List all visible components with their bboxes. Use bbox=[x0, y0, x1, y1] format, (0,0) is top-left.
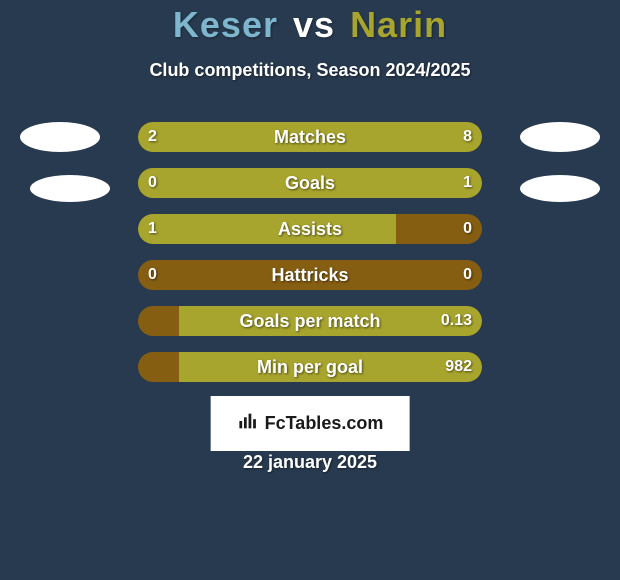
stat-row: 0Goals1 bbox=[138, 168, 482, 198]
subtitle: Club competitions, Season 2024/2025 bbox=[0, 60, 620, 81]
player2-avatar bbox=[520, 122, 600, 152]
source-badge: FcTables.com bbox=[211, 396, 410, 451]
stat-row: 2Matches8 bbox=[138, 122, 482, 152]
stat-label: Assists bbox=[138, 214, 482, 244]
player2-name: Narin bbox=[350, 4, 447, 45]
vs-text: vs bbox=[293, 4, 335, 45]
date-text: 22 january 2025 bbox=[0, 452, 620, 473]
stat-row: 0Hattricks0 bbox=[138, 260, 482, 290]
stat-label: Goals per match bbox=[138, 306, 482, 336]
badge-text: FcTables.com bbox=[265, 413, 384, 434]
stat-row: Goals per match0.13 bbox=[138, 306, 482, 336]
stat-value-right: 1 bbox=[463, 168, 472, 198]
stat-value-right: 0.13 bbox=[441, 306, 472, 336]
stat-label: Hattricks bbox=[138, 260, 482, 290]
page-title: Keser vs Narin bbox=[0, 4, 620, 46]
stat-value-right: 8 bbox=[463, 122, 472, 152]
stat-bars: 2Matches80Goals11Assists00Hattricks0Goal… bbox=[138, 122, 482, 398]
comparison-canvas: Keser vs Narin Club competitions, Season… bbox=[0, 0, 620, 580]
stat-label: Matches bbox=[138, 122, 482, 152]
stat-row: Min per goal982 bbox=[138, 352, 482, 382]
stat-row: 1Assists0 bbox=[138, 214, 482, 244]
stat-label: Goals bbox=[138, 168, 482, 198]
stat-value-right: 0 bbox=[463, 260, 472, 290]
player2-avatar-2 bbox=[520, 175, 600, 202]
stat-value-right: 982 bbox=[445, 352, 472, 382]
player1-avatar bbox=[20, 122, 100, 152]
chart-icon bbox=[237, 410, 259, 437]
player1-name: Keser bbox=[173, 4, 278, 45]
stat-label: Min per goal bbox=[138, 352, 482, 382]
player1-avatar-2 bbox=[30, 175, 110, 202]
stat-value-right: 0 bbox=[463, 214, 472, 244]
